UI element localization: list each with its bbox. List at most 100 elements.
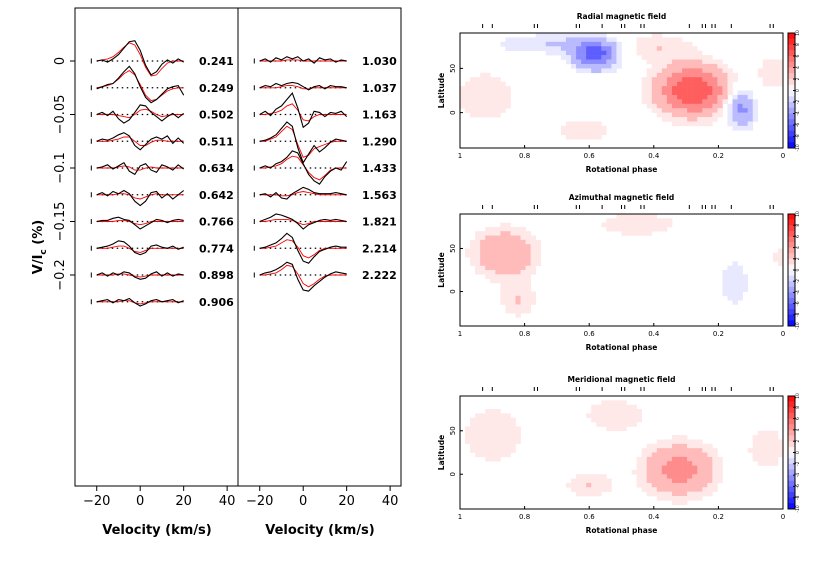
- map-cell: [641, 90, 648, 96]
- map-cell: [712, 86, 718, 91]
- map-cell: [490, 81, 496, 87]
- map-cell: [520, 244, 526, 249]
- map-cell: [470, 435, 476, 440]
- map-cell: [495, 409, 501, 414]
- map-cell: [651, 465, 658, 471]
- model-profile-line: [96, 136, 184, 146]
- map-cell: [465, 108, 471, 113]
- map-cell: [677, 456, 683, 462]
- map-cell: [697, 112, 703, 118]
- map-cell: [671, 500, 678, 505]
- map-cell: [500, 430, 506, 436]
- map-cell: [475, 252, 481, 258]
- map-cell: [666, 50, 673, 56]
- map-cell: [525, 239, 531, 245]
- map-cell: [742, 103, 748, 109]
- map-cell: [565, 33, 572, 38]
- map-cell: [661, 50, 668, 56]
- map-cell: [470, 103, 476, 109]
- map-cell: [611, 422, 617, 427]
- map-cell: [606, 422, 612, 427]
- map-cell: [656, 487, 663, 492]
- colorbar-segment: [788, 458, 795, 465]
- map-cell: [485, 108, 491, 113]
- colorbar-segment: [788, 275, 795, 282]
- map-cell: [752, 452, 759, 458]
- map-cell: [510, 282, 516, 288]
- map-frame: [459, 32, 784, 149]
- map-cell: [692, 461, 698, 466]
- map-cell: [677, 495, 683, 501]
- map-cell: [646, 214, 653, 219]
- map-cell: [767, 430, 774, 436]
- map-cell: [651, 461, 658, 466]
- map-cell: [470, 239, 476, 245]
- map-cell: [565, 46, 572, 51]
- profile-y-tick-label: 0: [53, 57, 68, 65]
- map-cell: [510, 448, 516, 453]
- map-cell: [646, 94, 653, 100]
- map-cell: [611, 409, 617, 414]
- map-cell: [500, 413, 506, 419]
- map-cell: [485, 430, 491, 436]
- map-cell: [661, 482, 668, 488]
- map-cell: [596, 413, 602, 419]
- map-cell: [687, 108, 693, 113]
- map-cell: [576, 68, 582, 74]
- map-cell: [722, 291, 728, 297]
- map-cell: [646, 77, 653, 82]
- map-cell: [525, 278, 531, 284]
- phase-label: 0.511: [199, 135, 234, 148]
- map-cell: [646, 86, 653, 91]
- map-cell: [495, 456, 501, 462]
- map-cell: [510, 46, 516, 51]
- map-cell: [671, 439, 678, 445]
- map-cell: [737, 265, 743, 271]
- map-cell: [752, 112, 759, 118]
- map-cell: [702, 443, 708, 449]
- map-cell: [550, 50, 557, 56]
- map-cell: [601, 33, 607, 38]
- map-cell: [656, 112, 663, 118]
- map-cell: [656, 63, 663, 69]
- map-cell: [666, 46, 673, 51]
- map-cell: [510, 41, 516, 47]
- map-cell: [621, 226, 627, 232]
- map-cell: [692, 121, 698, 127]
- map-cell: [646, 46, 653, 51]
- map-cell: [697, 478, 703, 484]
- map-cell: [495, 244, 501, 249]
- map-cell: [606, 413, 612, 419]
- map-field-cells: [465, 214, 784, 318]
- map-cell: [581, 59, 587, 65]
- map-cell: [707, 474, 713, 479]
- map-cell: [495, 270, 501, 275]
- map-cell: [616, 63, 622, 69]
- map-cell: [470, 257, 476, 262]
- map-cell: [626, 226, 632, 232]
- map-cell: [722, 63, 728, 69]
- map-cell: [510, 291, 516, 297]
- map-cell: [591, 37, 597, 43]
- map-cell: [515, 308, 521, 314]
- map-y-axis-label: Latitude: [437, 252, 446, 287]
- map-cell: [530, 265, 537, 271]
- map-cell: [732, 117, 738, 122]
- map-cell: [626, 218, 632, 223]
- map-cell: [485, 417, 491, 423]
- map-cell: [480, 86, 486, 91]
- map-cell: [490, 439, 496, 445]
- colorbar-segment: [788, 84, 795, 91]
- map-cell: [560, 55, 567, 60]
- colorbar-segment: [788, 44, 795, 51]
- map-cell: [515, 426, 521, 432]
- map-cell: [692, 443, 698, 449]
- map-cell: [530, 244, 537, 249]
- map-cell: [742, 94, 748, 100]
- map-cell: [596, 130, 602, 136]
- map-cell: [656, 226, 663, 232]
- map-cell: [687, 77, 693, 82]
- map-cell: [712, 72, 718, 78]
- map-cell: [485, 226, 491, 232]
